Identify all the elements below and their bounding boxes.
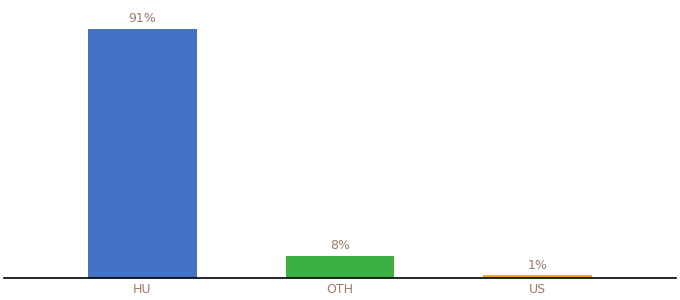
Bar [88,29,197,278]
Bar [483,275,592,278]
Text: 91%: 91% [129,12,156,25]
Bar [286,256,394,278]
Text: 8%: 8% [330,239,350,252]
Text: 1%: 1% [528,260,547,272]
